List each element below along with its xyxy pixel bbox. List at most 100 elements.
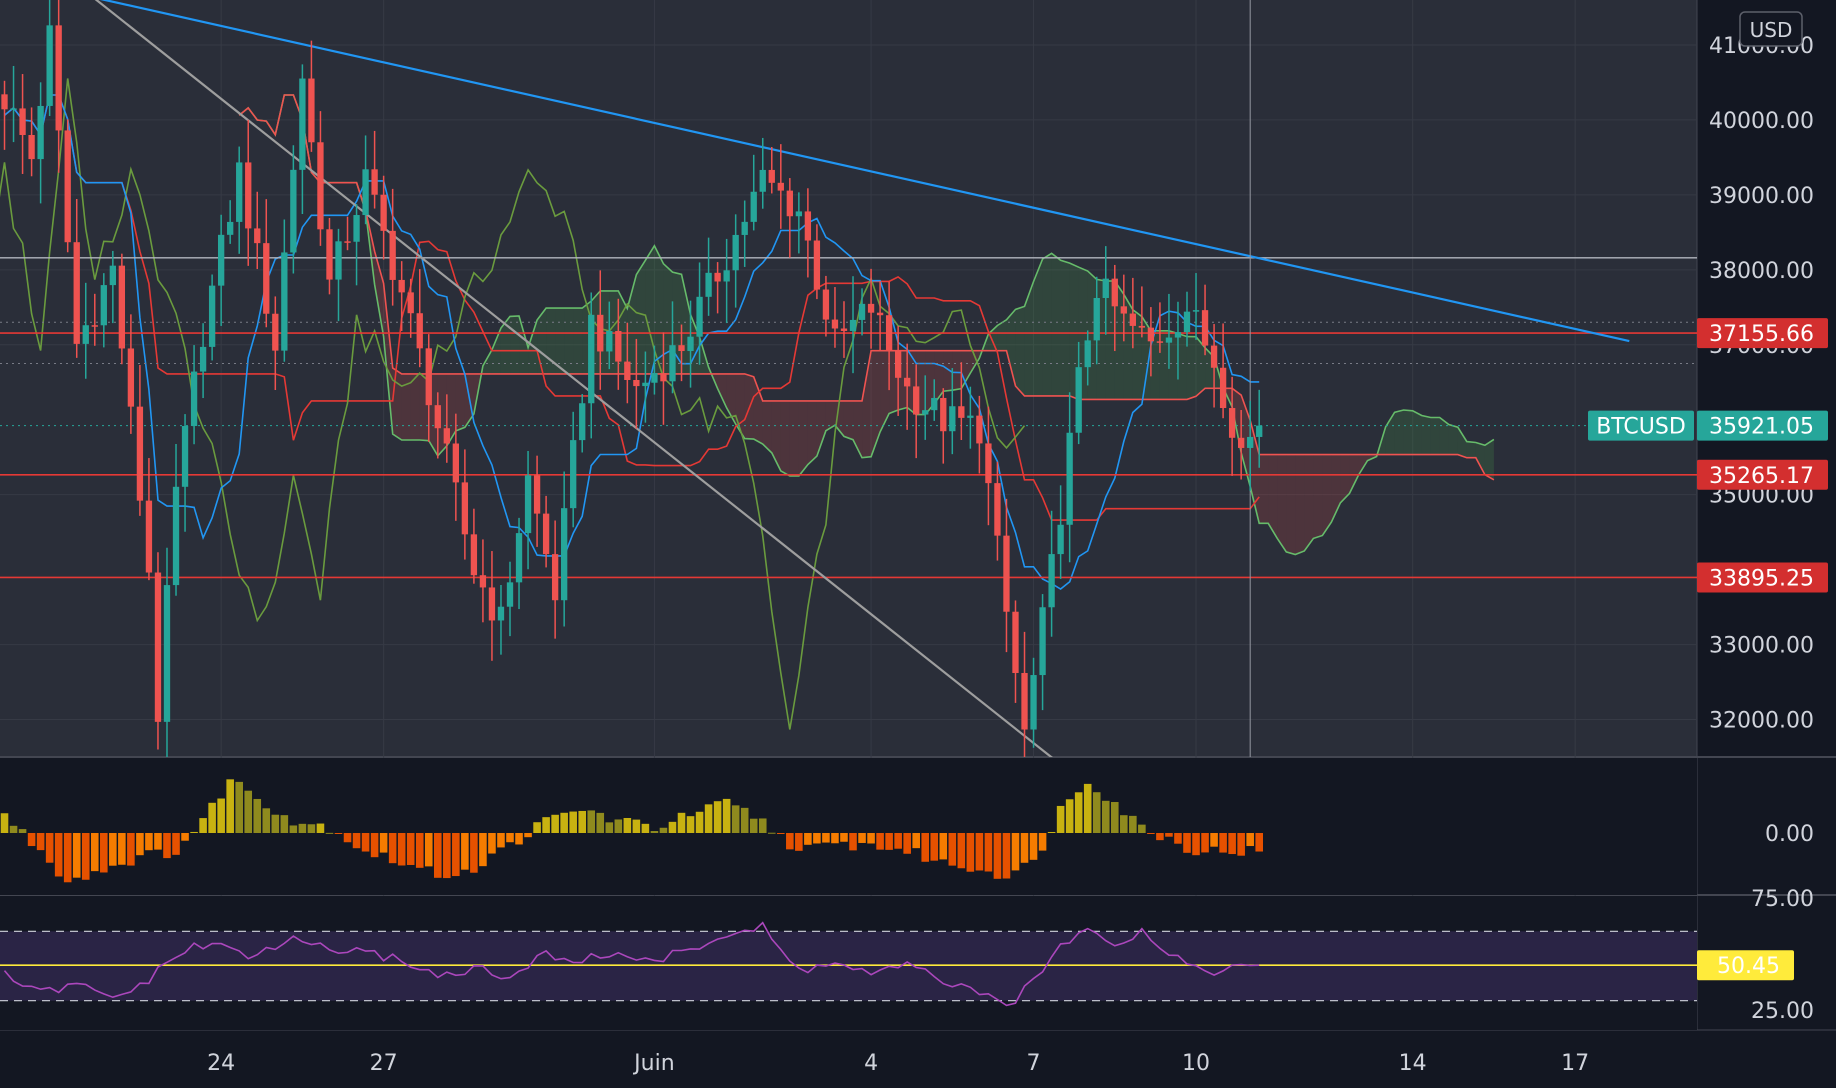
candle-body[interactable] <box>452 443 460 483</box>
candle-body[interactable] <box>1093 297 1100 341</box>
candle-body[interactable] <box>73 242 80 344</box>
candle-body[interactable] <box>633 380 640 387</box>
candle-body[interactable] <box>1247 436 1254 448</box>
candle-body[interactable] <box>1039 607 1046 676</box>
candle-body[interactable] <box>163 585 171 722</box>
candle-body[interactable] <box>904 377 911 387</box>
candle-body[interactable] <box>199 346 207 372</box>
candle-body[interactable] <box>236 162 243 222</box>
candle-body[interactable] <box>407 292 414 314</box>
candle-body[interactable] <box>579 403 586 441</box>
candle-body[interactable] <box>1183 311 1191 333</box>
candle-body[interactable] <box>687 336 694 352</box>
candle-body[interactable] <box>931 397 938 411</box>
trendline-descending-resistance[interactable] <box>5 0 1630 343</box>
candle-body[interactable] <box>145 500 153 573</box>
candle-body[interactable] <box>434 405 441 429</box>
candle-body[interactable] <box>570 440 577 509</box>
candle-body[interactable] <box>1066 432 1073 525</box>
candle-body[interactable] <box>651 373 658 383</box>
candle-body[interactable] <box>750 191 757 222</box>
candle-body[interactable] <box>804 211 812 241</box>
candle-body[interactable] <box>1102 278 1109 298</box>
candle-body[interactable] <box>118 265 126 349</box>
candle-body[interactable] <box>127 348 135 407</box>
candle-body[interactable] <box>181 426 189 487</box>
candle-body[interactable] <box>64 130 71 243</box>
candle-body[interactable] <box>1228 408 1236 438</box>
candle-body[interactable] <box>588 314 595 404</box>
candle-body[interactable] <box>1256 425 1263 437</box>
candle-body[interactable] <box>37 105 44 160</box>
candle-body[interactable] <box>1003 535 1010 612</box>
candle-body[interactable] <box>976 415 983 444</box>
candle-body[interactable] <box>1174 332 1182 338</box>
candle-body[interactable] <box>876 312 884 316</box>
candle-body[interactable] <box>696 296 703 337</box>
candle-body[interactable] <box>840 328 848 331</box>
candle-body[interactable] <box>479 575 487 588</box>
candle-body[interactable] <box>353 215 360 242</box>
candle-body[interactable] <box>515 533 523 583</box>
candle-body[interactable] <box>190 371 198 427</box>
candle-body[interactable] <box>389 230 396 280</box>
candle-body[interactable] <box>1057 524 1064 555</box>
candle-body[interactable] <box>335 241 342 280</box>
candle-body[interactable] <box>497 606 505 621</box>
time-axis[interactable]: 24 27 Juin 4 7 10 14 17 <box>207 1051 1589 1076</box>
candle-body[interactable] <box>506 582 514 607</box>
candle-body[interactable] <box>1219 367 1227 409</box>
candle-body[interactable] <box>678 345 685 352</box>
momentum-pane[interactable] <box>0 758 1697 895</box>
candle-body[interactable] <box>380 194 387 231</box>
candle-body[interactable] <box>732 234 739 271</box>
candle-body[interactable] <box>831 319 839 329</box>
candle-body[interactable] <box>642 382 649 387</box>
candle-body[interactable] <box>985 443 992 484</box>
candle-body[interactable] <box>109 265 116 286</box>
candle-body[interactable] <box>551 554 559 601</box>
candle-body[interactable] <box>723 270 730 282</box>
candle-body[interactable] <box>1129 313 1136 326</box>
candle-body[interactable] <box>82 325 89 344</box>
candle-body[interactable] <box>326 229 333 280</box>
candle-body[interactable] <box>254 228 261 244</box>
candle-body[interactable] <box>154 572 162 722</box>
candle-body[interactable] <box>172 486 180 586</box>
candle-body[interactable] <box>849 319 857 331</box>
candle-body[interactable] <box>272 313 279 351</box>
candle-body[interactable] <box>281 252 288 351</box>
candle-body[interactable] <box>470 534 478 576</box>
price-pane[interactable] <box>0 0 1697 771</box>
candle-body[interactable] <box>91 325 98 327</box>
rsi-pane[interactable] <box>0 896 1697 1030</box>
candle-body[interactable] <box>1012 611 1019 674</box>
candle-body[interactable] <box>786 190 793 217</box>
candle-body[interactable] <box>958 406 965 418</box>
currency-box[interactable] <box>1739 11 1803 47</box>
candle-body[interactable] <box>940 397 947 432</box>
candle-body[interactable] <box>488 587 496 621</box>
candle-body[interactable] <box>245 162 252 229</box>
candle-body[interactable] <box>669 345 676 382</box>
candle-body[interactable] <box>1210 345 1218 368</box>
candle-body[interactable] <box>317 142 324 230</box>
candle-body[interactable] <box>949 406 956 432</box>
candle-body[interactable] <box>425 348 432 406</box>
candle-body[interactable] <box>1048 554 1055 608</box>
candle-body[interactable] <box>524 475 532 534</box>
candle-body[interactable] <box>10 108 17 110</box>
candle-body[interactable] <box>542 513 550 555</box>
candle-body[interactable] <box>858 303 866 320</box>
candle-body[interactable] <box>416 313 423 349</box>
candle-body[interactable] <box>1111 278 1118 307</box>
candle-body[interactable] <box>660 373 667 382</box>
candle-body[interactable] <box>1147 327 1155 342</box>
candle-body[interactable] <box>263 243 270 314</box>
candle-body[interactable] <box>994 483 1001 536</box>
candle-body[interactable] <box>1237 437 1245 448</box>
price-axis[interactable]: 41000.0040000.0039000.0038000.0037000.00… <box>1697 11 1828 1024</box>
candle-body[interactable] <box>344 241 351 243</box>
candle-body[interactable] <box>1120 306 1127 314</box>
candle-body[interactable] <box>913 386 920 415</box>
